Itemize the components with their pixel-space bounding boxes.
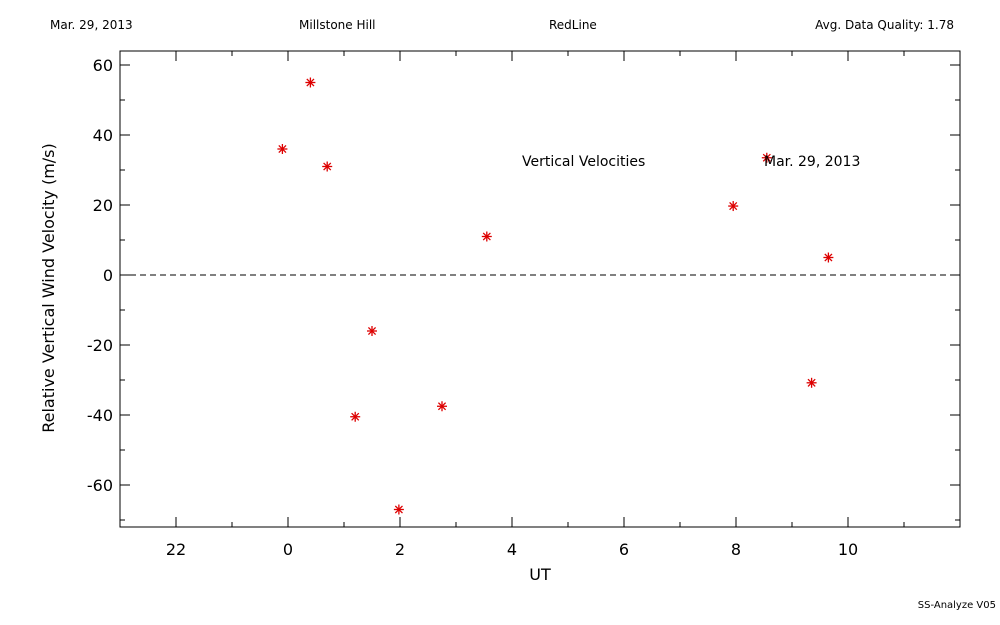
x-tick-label: 4: [507, 540, 517, 559]
y-tick-label: 40: [93, 126, 113, 145]
header-site: Millstone Hill: [299, 18, 376, 32]
data-point: [393, 504, 404, 515]
y-axis-label: Relative Vertical Wind Velocity (m/s): [39, 143, 58, 433]
data-point: [277, 144, 288, 154]
y-tick-label: -20: [87, 336, 113, 355]
data-point: [728, 201, 739, 212]
y-tick-label: 20: [93, 196, 113, 215]
y-axis: -60 -40 -20 0 20 40 60: [87, 56, 960, 521]
data-point: [322, 161, 333, 172]
y-tick-label: -40: [87, 406, 113, 425]
annotation-date: Mar. 29, 2013: [764, 154, 860, 170]
x-axis-label: UT: [529, 565, 551, 584]
x-tick-label: 2: [395, 540, 405, 559]
x-tick-label: 22: [166, 540, 186, 559]
header-quality: Avg. Data Quality: 1.78: [815, 18, 954, 32]
data-point: [806, 377, 817, 388]
data-point: [481, 231, 492, 242]
x-tick-label: 6: [619, 540, 629, 559]
data-point: [367, 326, 377, 336]
annotation-title: Vertical Velocities: [522, 154, 645, 170]
y-tick-label: 0: [103, 266, 113, 285]
software-version: SS-Analyze V05: [917, 600, 996, 611]
data-points: [277, 77, 834, 515]
plot-frame: [119, 50, 961, 528]
data-point: [437, 401, 447, 412]
y-tick-label: -60: [87, 476, 113, 495]
x-tick-label: 8: [731, 540, 741, 559]
data-point: [823, 252, 834, 263]
data-point: [761, 152, 772, 163]
x-axis: 22 0 2 4 6 8 10: [119, 51, 961, 559]
x-tick-label: 10: [838, 540, 858, 559]
data-point: [305, 77, 316, 88]
header-date: Mar. 29, 2013: [50, 18, 133, 32]
header-instrument: RedLine: [549, 18, 597, 32]
data-point: [350, 411, 361, 422]
y-tick-label: 60: [93, 56, 113, 75]
x-tick-label: 0: [283, 540, 293, 559]
